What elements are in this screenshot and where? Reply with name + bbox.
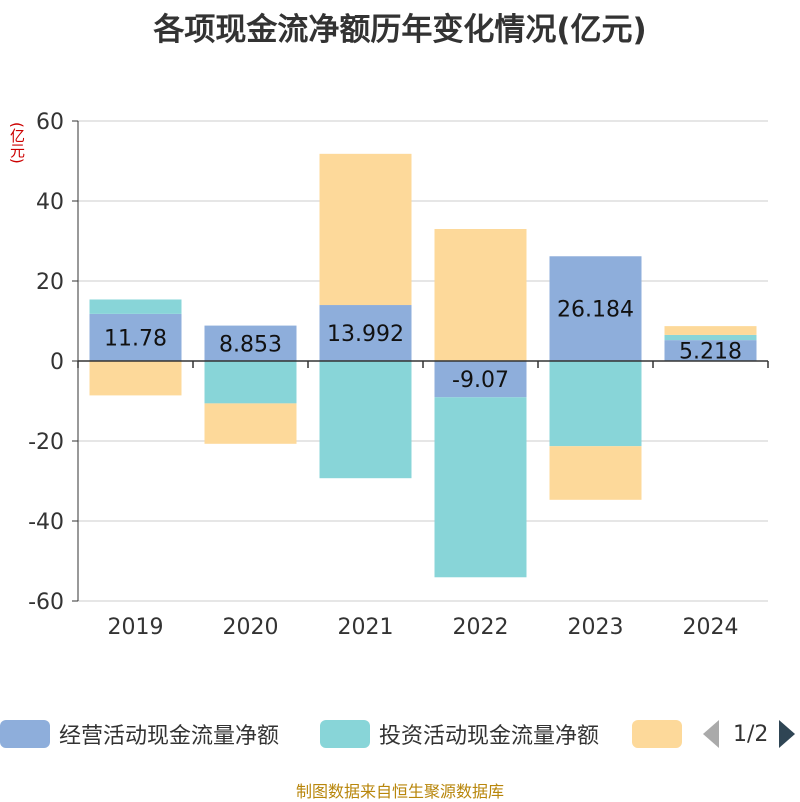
- data-label: 8.853: [219, 332, 282, 357]
- legend-label-operating: 经营活动现金流量净额: [59, 724, 280, 749]
- bar-segment[interactable]: [319, 305, 412, 361]
- axes: 60 40 20 0 -20 -40 -60 2019 2020 2021 2022 2023 2024: [28, 110, 769, 640]
- x-tick-label: 2019: [108, 615, 164, 640]
- legend-pager: 1/2: [700, 714, 800, 754]
- y-tick-label: -40: [28, 510, 64, 535]
- bar-segment[interactable]: [434, 397, 527, 578]
- data-labels: 11.78 8.853 13.992 -9.07 26.184 5.218: [104, 298, 742, 394]
- legend-swatch-financing: [632, 720, 682, 748]
- legend-swatch-investing: [320, 720, 370, 748]
- next-page-icon[interactable]: [779, 720, 796, 748]
- prev-page-icon[interactable]: [703, 720, 719, 748]
- chart-title: 各项现金流净额历年变化情况(亿元): [153, 12, 647, 48]
- legend-label-investing: 投资活动现金流量净额: [379, 724, 600, 749]
- bar-segment[interactable]: [204, 403, 297, 444]
- bar-segment[interactable]: [664, 334, 757, 341]
- data-label: 5.218: [679, 340, 742, 365]
- y-tick-label: -60: [28, 590, 64, 615]
- y-tick-label: 40: [36, 190, 64, 215]
- chart-plot: 60 40 20 0 -20 -40 -60 2019 2020 2021 2022 2023 2024…: [28, 110, 769, 640]
- y-tick-label: 60: [36, 110, 64, 135]
- bar-segment[interactable]: [549, 256, 642, 361]
- bar-segment[interactable]: [319, 153, 412, 306]
- bar-segment[interactable]: [434, 361, 527, 398]
- legend-item-financing[interactable]: [632, 714, 682, 754]
- data-label: 11.78: [104, 326, 167, 351]
- x-tick-label: 2024: [683, 615, 739, 640]
- bar-segment[interactable]: [664, 326, 757, 335]
- bar-segment[interactable]: [89, 361, 182, 396]
- bar-segment[interactable]: [204, 325, 297, 361]
- source-note: 制图数据来自恒生聚源数据库: [295, 782, 504, 801]
- bars: [89, 153, 757, 578]
- bar-segment[interactable]: [434, 229, 527, 361]
- y-tick-label: -20: [28, 430, 64, 455]
- bar-segment[interactable]: [89, 299, 182, 314]
- legend-page-indicator: 1/2: [733, 721, 769, 747]
- y-tick-label: 0: [50, 350, 64, 375]
- bar-segment[interactable]: [664, 340, 757, 361]
- data-label: 13.992: [327, 322, 404, 347]
- bar-segment[interactable]: [89, 313, 182, 361]
- bar-segment[interactable]: [549, 446, 642, 500]
- bar-segment[interactable]: [204, 361, 297, 404]
- x-tick-label: 2020: [223, 615, 279, 640]
- legend: 经营活动现金流量净额 投资活动现金流量净额 1/2: [0, 714, 800, 754]
- x-tick-label: 2023: [568, 615, 624, 640]
- y-tick-label: 20: [36, 270, 64, 295]
- legend-swatch-operating: [0, 720, 50, 748]
- x-tick-label: 2022: [453, 615, 509, 640]
- bar-segment[interactable]: [549, 361, 642, 447]
- x-tick-label: 2021: [338, 615, 394, 640]
- legend-item-investing[interactable]: 投资活动现金流量净额: [320, 714, 599, 754]
- data-label: 26.184: [557, 298, 634, 323]
- data-label: -9.07: [452, 368, 509, 393]
- legend-item-operating[interactable]: 经营活动现金流量净额: [0, 714, 279, 754]
- bar-segment[interactable]: [319, 361, 412, 479]
- y-axis-unit-label: (亿元): [8, 122, 26, 164]
